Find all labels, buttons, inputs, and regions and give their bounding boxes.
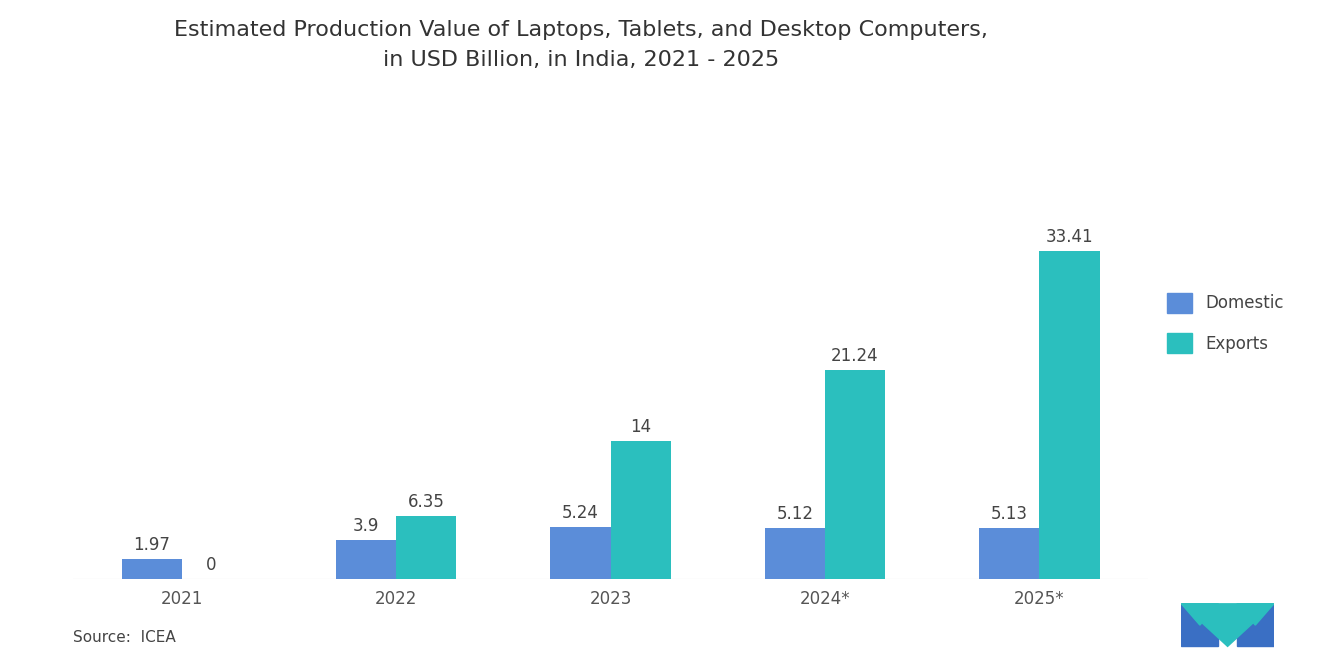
Bar [121,559,182,579]
Polygon shape [1181,604,1218,646]
Text: 5.12: 5.12 [776,505,813,523]
Legend: Domestic, Exports: Domestic, Exports [1167,293,1284,353]
Bar [825,370,884,579]
Bar [337,540,396,579]
Polygon shape [1237,604,1274,646]
Text: 3.9: 3.9 [352,517,379,535]
Text: Estimated Production Value of Laptops, Tablets, and Desktop Computers,
in USD Bi: Estimated Production Value of Laptops, T… [174,20,987,70]
Polygon shape [1181,604,1218,625]
Text: 1.97: 1.97 [133,536,170,555]
Text: 21.24: 21.24 [832,347,879,365]
Polygon shape [1181,604,1274,646]
Bar [550,527,611,579]
Text: 0: 0 [206,556,216,574]
Bar [979,528,1039,579]
Text: 14: 14 [630,418,651,436]
Bar [764,528,825,579]
Bar [611,442,671,579]
Text: Source:  ICEA: Source: ICEA [73,630,176,645]
Text: 5.13: 5.13 [991,505,1028,523]
Bar [396,516,457,579]
Text: 5.24: 5.24 [562,504,599,522]
Bar [1039,251,1100,579]
Text: 33.41: 33.41 [1045,228,1093,246]
Text: 6.35: 6.35 [408,493,445,511]
Polygon shape [1237,604,1274,625]
